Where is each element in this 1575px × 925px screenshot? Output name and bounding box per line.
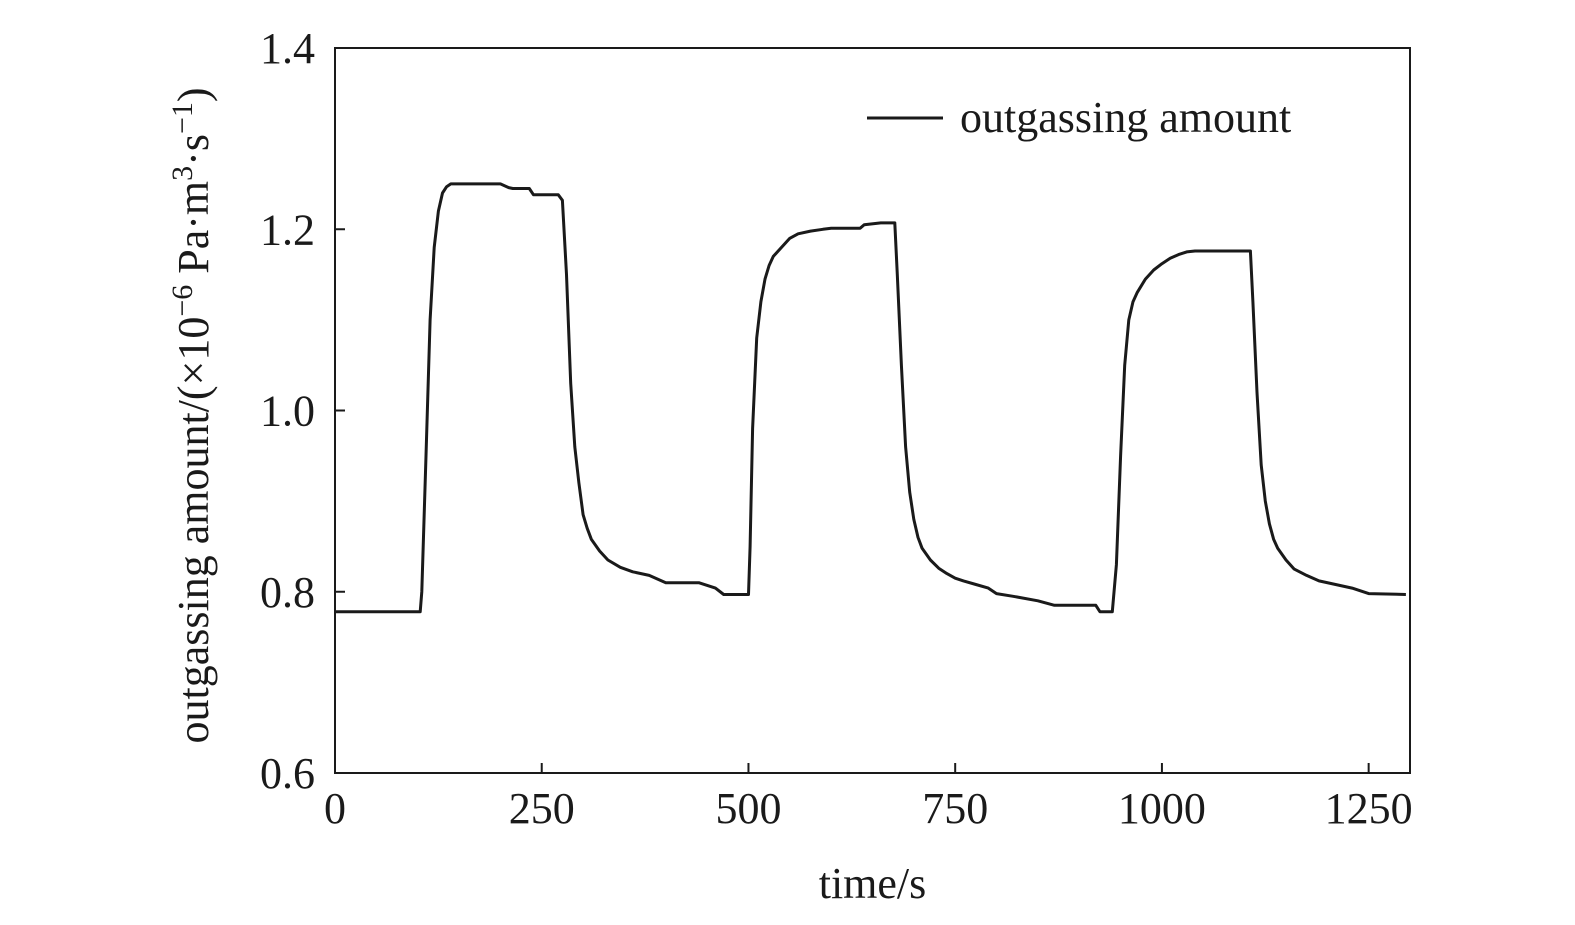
y-tick-label-1.0: 1.0 [260,387,315,436]
x-axis-title: time/s [819,859,927,908]
legend: outgassing amount [867,93,1291,142]
x-axis: 0 250 500 750 1000 1250 [324,763,1413,833]
plot-area-frame [334,47,1411,774]
y-axis-title-suffix: ) [169,87,218,102]
x-tick-label-1000: 1000 [1118,784,1206,833]
y-axis-title-exponent-2: 3 [166,166,199,181]
y-axis-title-unit-pa-m: Pa·m [169,181,218,285]
y-tick-label-0.8: 0.8 [260,568,315,617]
series-line-outgassing-amount [335,182,1406,614]
y-tick-label-1.4: 1.4 [260,24,315,73]
y-axis-title-unit-s: ·s [169,134,218,166]
x-tick-label-250: 250 [509,784,575,833]
y-tick-label-1.2: 1.2 [260,205,315,254]
x-tick-label-1250: 1250 [1325,784,1413,833]
x-tick-label-500: 500 [715,784,781,833]
legend-entry-outgassing-amount: outgassing amount [960,93,1291,142]
x-tick-label-750: 750 [922,784,988,833]
y-tick-label-0.6: 0.6 [260,749,315,798]
y-axis-title-prefix: outgassing amount/(×10 [169,317,218,744]
y-axis-title-exponent-3: −1 [166,102,199,134]
y-axis-title-exponent-1: −6 [166,285,199,317]
y-axis: 0.6 0.8 1.0 1.2 1.4 [260,24,345,798]
x-tick-label-0: 0 [324,784,346,833]
y-axis-title: outgassing amount/(×10−6 Pa·m3·s−1) [166,87,218,743]
